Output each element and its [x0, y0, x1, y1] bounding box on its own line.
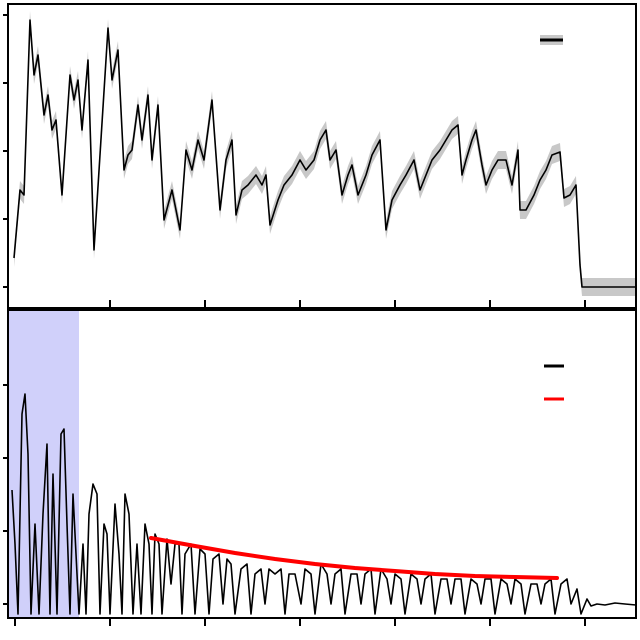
legend-bottom [544, 364, 564, 401]
highlight-span [8, 310, 79, 618]
fit-line [149, 536, 559, 580]
error-band [14, 11, 636, 296]
series-line [11, 393, 637, 615]
series-line [13, 19, 636, 288]
plot-frame [7, 3, 637, 309]
plot-frame [7, 309, 637, 619]
